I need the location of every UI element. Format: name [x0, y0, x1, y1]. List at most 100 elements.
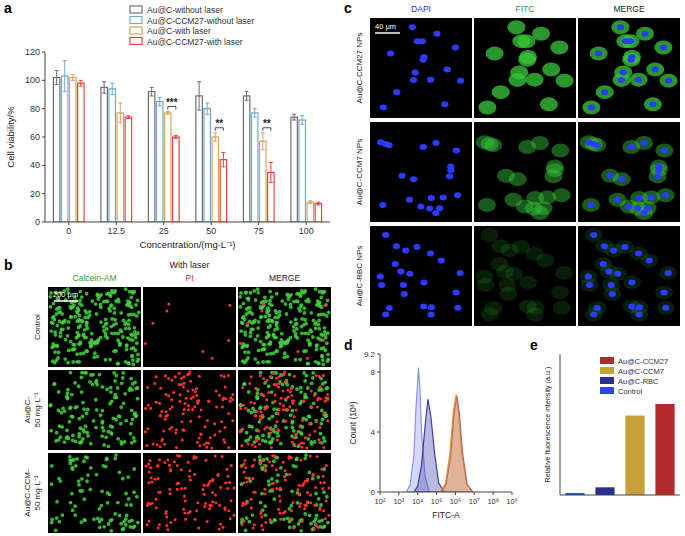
cell-live	[58, 479, 62, 483]
nucleus	[379, 202, 386, 208]
cell-dead	[302, 399, 305, 402]
cell-live	[124, 321, 128, 325]
cell-live	[134, 336, 138, 340]
micrograph-bg	[474, 122, 576, 222]
cell-dead	[170, 398, 173, 401]
cell-live	[304, 453, 308, 457]
cell-dead	[151, 480, 154, 483]
nucleus	[655, 167, 662, 173]
cell-live	[252, 320, 256, 324]
x-axis-label: Concentration/(mg·L⁻¹)	[140, 239, 236, 250]
cell-live	[326, 521, 330, 525]
cell-dead	[164, 374, 167, 377]
cell-live	[127, 497, 131, 501]
cell-live	[267, 435, 271, 439]
cell-live	[267, 360, 271, 364]
cell-dead	[252, 527, 255, 530]
cell-live	[311, 335, 315, 339]
x-tick-label: 10⁸	[487, 497, 499, 506]
cell-live	[264, 464, 268, 468]
cell-live	[81, 320, 85, 324]
nucleus	[654, 173, 661, 179]
cell-live	[88, 341, 92, 345]
nucleus	[380, 104, 387, 110]
cell-dead	[178, 372, 181, 375]
cell-dead	[274, 393, 277, 396]
cell-dead	[181, 439, 184, 442]
cell-live	[295, 336, 299, 340]
error-bar	[158, 97, 162, 106]
cell-dead	[320, 468, 323, 471]
cell-live	[285, 408, 289, 412]
cell-live	[285, 292, 289, 296]
cell-dead	[279, 402, 282, 405]
cell-dead	[246, 322, 249, 325]
x-tick	[116, 222, 117, 225]
cell-live	[316, 302, 320, 306]
cell-dead	[314, 523, 317, 526]
cell-dead	[306, 357, 309, 360]
x-tick-label: 0	[66, 226, 71, 236]
cell-live	[307, 414, 311, 418]
cell-live	[101, 420, 105, 424]
cell-live	[104, 317, 108, 321]
nucleus	[401, 291, 408, 297]
cell-live	[55, 307, 59, 311]
cell-dead	[146, 502, 149, 505]
cell-live	[323, 348, 327, 352]
cell-live	[109, 424, 113, 428]
cell-fluorescence	[621, 34, 639, 48]
cell-live	[97, 507, 101, 511]
micrograph	[578, 226, 680, 326]
nucleus	[453, 147, 460, 153]
cell-dead	[322, 339, 325, 342]
cell-live	[136, 397, 140, 401]
cell-live	[93, 351, 97, 355]
cell-dead	[277, 508, 280, 511]
cell-live	[303, 456, 307, 460]
cell-dead	[201, 350, 204, 353]
cell-live	[100, 385, 104, 389]
cell-dead	[265, 398, 268, 401]
cell-live	[77, 314, 81, 318]
cell-dead	[228, 481, 231, 484]
cell-dead	[159, 445, 162, 448]
cell-live	[291, 420, 295, 424]
micrograph	[48, 453, 141, 533]
cell-live	[134, 414, 138, 418]
cell-dead	[302, 442, 305, 445]
cell-dead	[226, 487, 229, 490]
cell-live	[274, 455, 278, 459]
cell-dead	[149, 466, 152, 469]
cell-live	[66, 388, 70, 392]
cell-dead	[299, 459, 302, 462]
cell-live	[82, 497, 86, 501]
nucleus	[427, 311, 434, 317]
cell-live	[94, 426, 98, 430]
cell-live	[251, 327, 255, 331]
nucleus	[378, 282, 385, 288]
legend-swatch	[600, 387, 614, 394]
cell-live	[113, 331, 117, 335]
cell-live	[297, 493, 301, 497]
cell-live	[84, 349, 88, 353]
bar	[243, 96, 249, 222]
cell-dead	[196, 441, 199, 444]
legend-label: Au@C-CCM27-with laser	[147, 37, 243, 47]
cell-live	[259, 340, 263, 344]
plot-area	[53, 61, 321, 223]
cell-live	[245, 516, 249, 520]
cell-live	[321, 362, 325, 366]
cell-dead	[262, 303, 265, 306]
cell-live	[306, 362, 310, 366]
cell-live	[282, 355, 286, 359]
cell-dead	[248, 382, 251, 385]
micrograph	[474, 226, 576, 326]
nucleus	[649, 101, 656, 107]
cell-fluorescence	[475, 270, 493, 284]
cell-dead	[246, 480, 249, 483]
micrograph	[143, 287, 236, 367]
cell-live	[134, 303, 138, 307]
cell-dead	[306, 500, 309, 503]
cell-dead	[294, 433, 297, 436]
